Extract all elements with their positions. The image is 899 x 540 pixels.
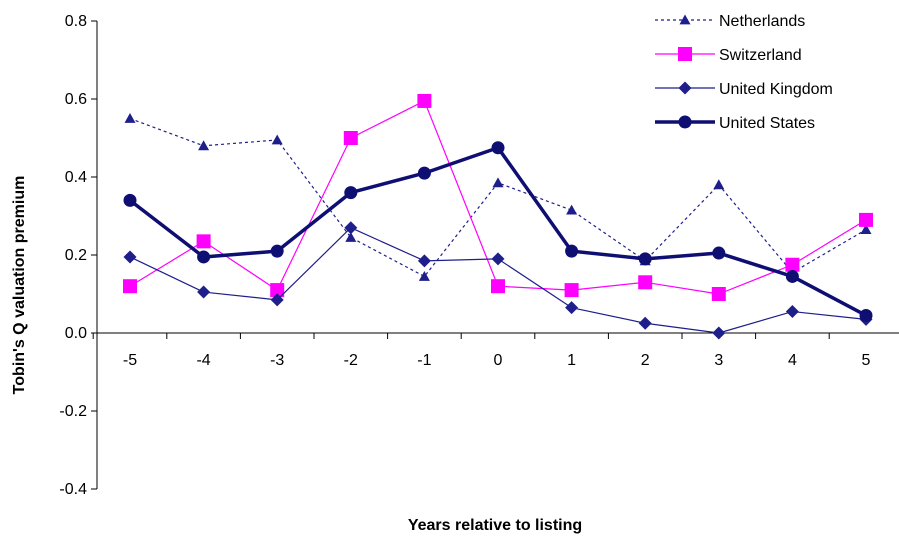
data-point-switzerland xyxy=(859,212,873,227)
x-tick-label: 4 xyxy=(788,352,797,369)
y-tick-label: 0.4 xyxy=(65,169,87,186)
data-point-netherlands xyxy=(492,177,504,188)
x-tick-label: -1 xyxy=(417,352,431,369)
x-tick-label: -5 xyxy=(123,352,137,369)
y-tick-label: -0.4 xyxy=(59,481,87,498)
data-point-united-states xyxy=(638,252,652,266)
data-point-netherlands xyxy=(271,134,283,145)
data-point-netherlands xyxy=(345,231,357,242)
data-point-united-states xyxy=(712,246,726,260)
data-point-united-states xyxy=(859,308,873,322)
data-point-switzerland xyxy=(123,279,137,294)
legend-swatch-marker xyxy=(679,14,691,25)
data-point-switzerland xyxy=(343,131,358,145)
data-point-switzerland xyxy=(564,283,579,298)
legend-item-united-states: United States xyxy=(655,115,815,132)
data-point-netherlands xyxy=(418,270,430,281)
x-tick-label: -2 xyxy=(344,352,358,369)
y-tick-label: 0.8 xyxy=(65,13,87,30)
x-axis: -5 -4 -3 -2 -1 0 1 2 3 4 5 xyxy=(92,332,899,369)
x-tick-label: 1 xyxy=(567,352,576,369)
legend-swatch-marker xyxy=(678,47,692,61)
data-point-united-kingdom xyxy=(270,293,284,307)
data-point-switzerland xyxy=(270,283,285,298)
legend-swatch-marker xyxy=(678,81,692,95)
series-switzerland xyxy=(123,93,873,301)
x-axis-title: Years relative to listing xyxy=(408,517,582,534)
x-tick-label: 3 xyxy=(714,352,723,369)
series-united-kingdom xyxy=(123,221,873,340)
data-point-switzerland xyxy=(417,93,432,108)
data-point-united-states xyxy=(565,244,579,258)
y-tick-label: -0.2 xyxy=(59,403,87,420)
legend-item-united-kingdom: United Kingdom xyxy=(655,81,833,98)
data-point-united-kingdom xyxy=(565,301,579,315)
legend-item-netherlands: Netherlands xyxy=(655,13,805,30)
y-axis-title: Tobin's Q valuation premium xyxy=(11,176,28,395)
y-tick-label: 0.6 xyxy=(65,91,87,108)
data-point-united-states xyxy=(270,244,284,258)
data-point-united-states xyxy=(123,193,137,207)
data-point-united-kingdom xyxy=(785,305,799,319)
data-point-switzerland xyxy=(491,279,505,294)
x-tick-label: -3 xyxy=(270,352,284,369)
legend-label: United States xyxy=(719,115,815,132)
data-point-united-kingdom xyxy=(491,252,505,266)
series-layer xyxy=(123,93,873,340)
data-point-united-kingdom xyxy=(417,254,431,268)
legend: Netherlands Switzerland United Kingdom Unit… xyxy=(655,13,833,132)
data-point-united-kingdom xyxy=(123,250,137,264)
data-point-united-states xyxy=(491,141,505,155)
data-point-netherlands xyxy=(713,179,725,190)
data-point-united-states xyxy=(344,186,358,200)
data-point-switzerland xyxy=(785,257,800,272)
legend-swatch-marker xyxy=(678,115,692,129)
data-point-united-kingdom xyxy=(344,221,358,235)
data-point-switzerland xyxy=(638,275,653,290)
x-tick-label: 2 xyxy=(641,352,650,369)
series-united-states xyxy=(123,141,873,322)
data-point-united-kingdom xyxy=(197,285,211,299)
data-point-united-states xyxy=(785,269,799,283)
y-tick-label: 0.2 xyxy=(65,247,87,264)
data-point-netherlands xyxy=(124,113,136,123)
data-point-netherlands xyxy=(198,140,210,151)
legend-label: United Kingdom xyxy=(719,81,833,98)
data-point-united-states xyxy=(197,250,211,264)
legend-item-switzerland: Switzerland xyxy=(655,47,802,64)
legend-label: Netherlands xyxy=(719,13,805,30)
data-point-netherlands xyxy=(566,204,578,215)
x-tick-label: -4 xyxy=(196,352,210,369)
data-point-united-kingdom xyxy=(712,326,726,340)
y-axis: 0.8 0.6 0.4 0.2 0.0 -0.2 -0.4 xyxy=(59,13,98,498)
data-point-united-states xyxy=(417,166,431,180)
data-point-united-kingdom xyxy=(638,316,652,330)
legend-label: Switzerland xyxy=(719,47,802,64)
data-point-switzerland xyxy=(711,287,726,301)
data-point-netherlands xyxy=(860,224,872,235)
x-tick-label: 5 xyxy=(862,352,871,369)
x-tick-label: 0 xyxy=(494,352,503,369)
data-point-switzerland xyxy=(196,234,211,249)
y-tick-label: 0.0 xyxy=(65,325,87,342)
